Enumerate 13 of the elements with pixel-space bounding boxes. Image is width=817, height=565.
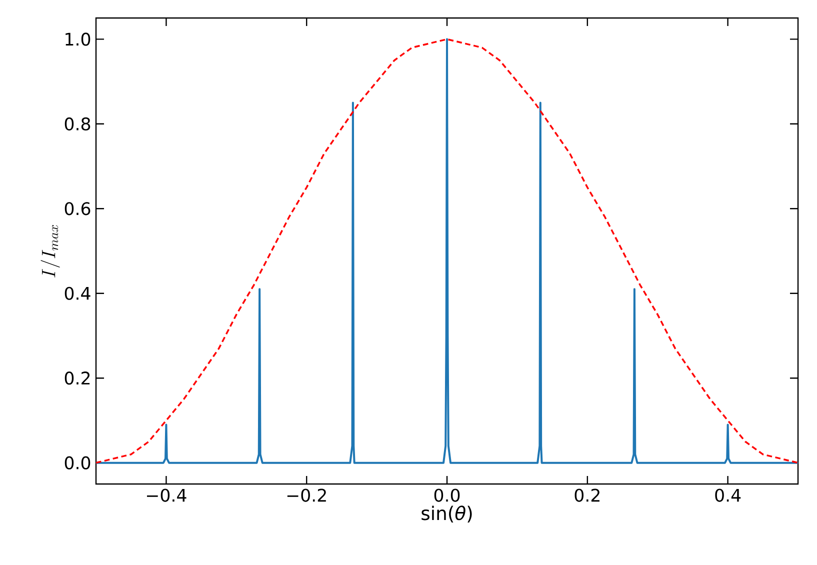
x-axis-title: sin(θ) <box>422 506 472 522</box>
x-tick-label: −0.4 <box>147 488 186 502</box>
y-tick-label: 0.4 <box>64 286 90 300</box>
x-tick-label: −0.2 <box>287 488 326 502</box>
x-tick-label: 0.2 <box>574 488 600 502</box>
y-tick-label: 0.2 <box>64 372 90 385</box>
x-tick-label: 0.4 <box>715 488 741 502</box>
y-tick-label: 0.8 <box>64 117 90 130</box>
y-tick-label: 1.0 <box>66 32 90 46</box>
y-axis-title: $I/I_{max}$ <box>40 225 60 278</box>
y-tick-label: 0.6 <box>64 202 90 216</box>
x-tick-label: 0.0 <box>434 488 460 502</box>
y-tick-label: 0.0 <box>64 456 90 470</box>
